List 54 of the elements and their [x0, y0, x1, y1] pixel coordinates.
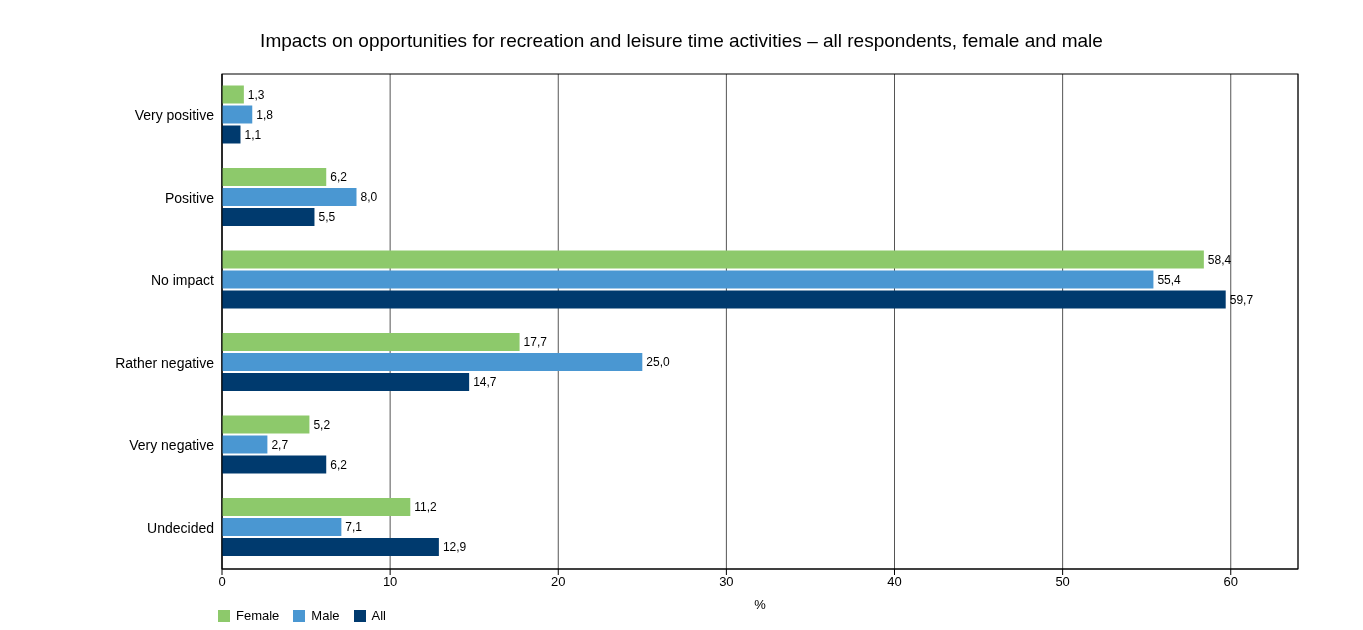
y-tick-label: Rather negative	[115, 354, 215, 371]
x-axis-title: %	[754, 597, 767, 612]
y-tick-label: Undecided	[147, 519, 214, 536]
legend-label: Female	[236, 608, 280, 623]
bar	[222, 333, 520, 352]
data-label: 1,1	[244, 127, 262, 142]
bar	[222, 373, 470, 392]
data-label: 14,7	[473, 375, 497, 390]
data-label: 59,7	[1229, 292, 1254, 307]
bar	[222, 168, 327, 187]
data-label: 7,1	[345, 520, 363, 535]
data-label: 8,0	[360, 190, 378, 205]
x-tick-label: 40	[887, 574, 902, 590]
x-tick-label: 30	[719, 574, 734, 590]
data-label: 25,0	[646, 355, 670, 370]
bar	[222, 270, 1154, 289]
data-label: 5,2	[313, 417, 331, 432]
data-label: 17,7	[523, 335, 548, 350]
bar	[222, 538, 439, 557]
data-label: 1,8	[256, 107, 274, 122]
bar	[222, 208, 315, 227]
chart-title: Impacts on opportunities for recreation and leisure time activities – all respondents, female and male	[259, 30, 1104, 52]
data-label: 6,2	[330, 170, 348, 185]
bar	[222, 188, 357, 207]
bar	[222, 250, 1204, 269]
bar	[222, 105, 253, 124]
x-tick-label: 20	[551, 574, 566, 590]
bar	[222, 290, 1226, 309]
x-tick-label: 0	[218, 574, 226, 590]
x-tick-label: 10	[382, 574, 398, 590]
bar	[222, 125, 241, 144]
bar	[222, 518, 342, 537]
bar	[222, 435, 268, 454]
bar	[222, 498, 411, 517]
data-label: 2,7	[271, 437, 289, 452]
data-label: 1,3	[247, 87, 265, 102]
y-tick-label: Positive	[164, 189, 215, 206]
bar	[222, 455, 327, 474]
x-tick-label: 50	[1055, 574, 1070, 590]
bar	[222, 353, 643, 372]
data-label: 55,4	[1157, 272, 1182, 287]
y-tick-label: No impact	[150, 272, 215, 289]
legend-label: All	[371, 608, 386, 623]
bar	[222, 85, 244, 104]
legend-label: Male	[311, 608, 340, 623]
data-label: 12,9	[442, 540, 467, 555]
y-tick-label: Very negative	[129, 437, 215, 454]
y-tick-label: Very positive	[134, 107, 215, 124]
bar	[222, 415, 310, 434]
data-label: 6,2	[330, 457, 348, 472]
data-label: 5,5	[318, 210, 336, 225]
data-label: 11,2	[414, 500, 438, 515]
data-label: 58,4	[1207, 252, 1232, 267]
x-tick-label: 60	[1223, 574, 1238, 590]
